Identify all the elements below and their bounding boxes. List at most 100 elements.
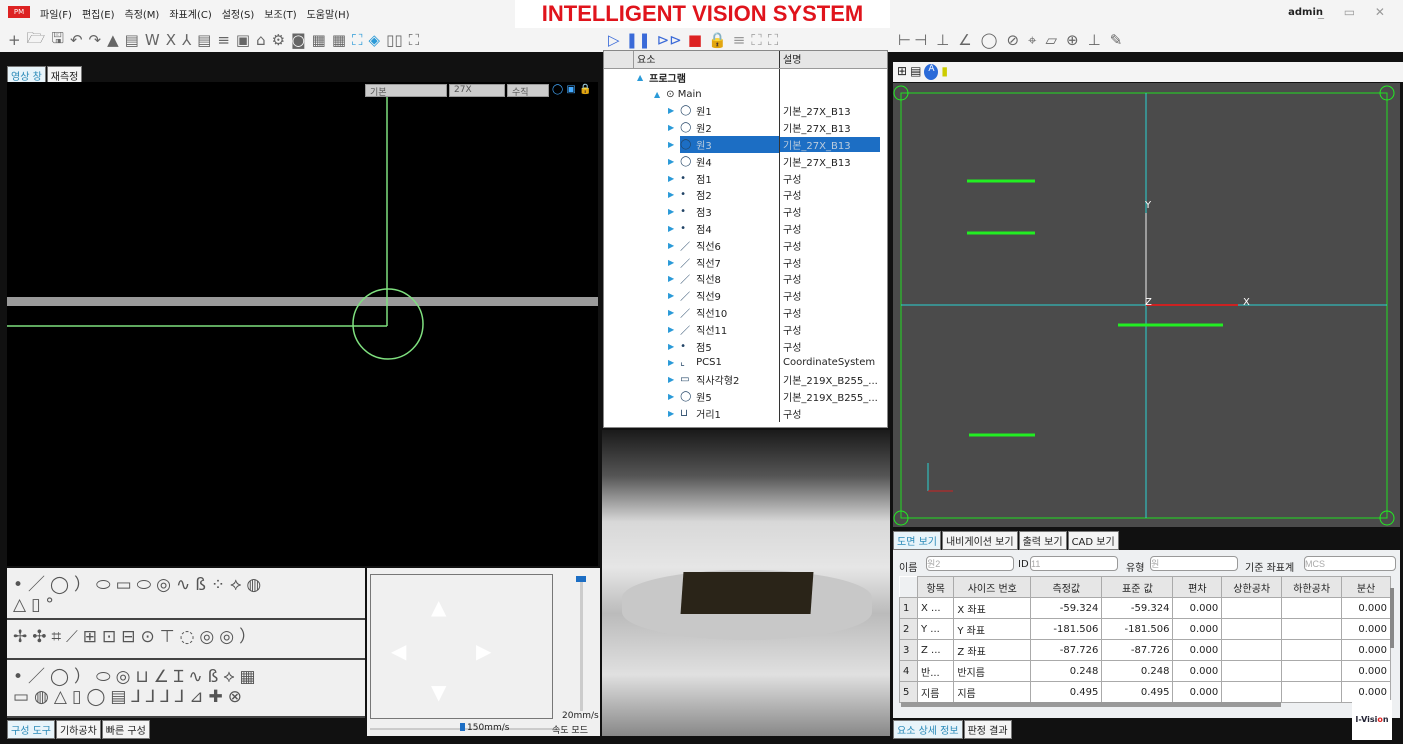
tab-remeasure[interactable]: 재측정 (46, 66, 83, 85)
feature-palette[interactable]: •／◯）⬭◎⊔∠Ɪ∿ß⟡▦ ▭◍△▯◯▤⅃⅃⅃⅃⊿✚⊗ (7, 660, 365, 718)
lock-icon[interactable]: 🔒 (708, 31, 727, 49)
tab-judgement-result[interactable]: 판정 결과 (963, 720, 1012, 739)
tree-item[interactable]: ▶ ／ 직선6 구성 (604, 236, 887, 254)
camera-icon[interactable]: ◙ (291, 31, 306, 49)
crosshair-icon[interactable]: ◈ (368, 31, 381, 49)
tree-main[interactable]: ▲ ⊙ Main (604, 85, 887, 103)
tree-item[interactable]: ▶ ／ 직선11 구성 (604, 320, 887, 338)
column-header[interactable]: 항목 (916, 576, 955, 598)
position-icon[interactable]: ⊕ (1066, 31, 1082, 49)
circle-dim-icon[interactable]: ◯ (980, 31, 1001, 49)
add-icon[interactable]: + (8, 31, 21, 49)
tree-item[interactable]: ▶ ／ 직선9 구성 (604, 287, 887, 305)
xy-speed-slider[interactable] (370, 723, 553, 731)
construct-palette[interactable]: ✢✣⌗⟋⊞⊡⊟⊙⊤◌◎◎） (7, 620, 365, 660)
stop-icon[interactable]: ■ (687, 31, 703, 49)
perpendicular-icon[interactable]: ⊥ (1087, 31, 1104, 49)
main-toolbar[interactable]: + 🗁 🖫 ↶ ↷ ▲ ▤ W X ⅄ ▤ ≡ ▣ ⌂ ⚙ ◙ ▦ ▦ ⛶ ◈ ▯▯ ⛶ (0, 28, 600, 52)
tree-item[interactable]: ▶ • 점4 구성 (604, 220, 887, 237)
speed-mode[interactable]: 속도 모드 (552, 726, 588, 736)
menu-edit[interactable]: 편집(E) (81, 10, 115, 21)
column-header[interactable]: 측정값 (1030, 576, 1103, 598)
camera-view[interactable] (7, 82, 598, 566)
focus-icon[interactable]: ⛶ (352, 31, 363, 49)
menu-coord[interactable]: 좌표계(C) (169, 10, 212, 21)
orientation-select[interactable]: 수직 (507, 84, 549, 98)
flatness-icon[interactable]: ▱ (1045, 31, 1061, 49)
z-speed-slider[interactable] (576, 576, 586, 711)
view-icon[interactable]: ⊞ (897, 64, 908, 78)
tree-item[interactable]: ▶ ▭ 직사각형2 기본_219X_B255_... (604, 371, 887, 389)
open-icon[interactable]: 🗁 (26, 28, 46, 47)
column-header[interactable]: 편차 (1172, 576, 1223, 598)
menu-settings[interactable]: 설정(S) (221, 10, 255, 21)
type-field[interactable] (1150, 556, 1238, 571)
tree-item[interactable]: ▶ ◯ 원3 기본_27X_B13 (604, 136, 887, 153)
save-icon[interactable]: 🖫 (51, 28, 64, 47)
word-icon[interactable]: W (144, 31, 160, 49)
jog-right-icon[interactable]: ▶ (476, 639, 492, 663)
cad-toolbar[interactable]: ⊢⊣ ⊥ ∠ ◯ ⊘ ⌖ ▱ ⊕ ⊥ ✎ (890, 28, 1403, 52)
gdt-icon[interactable]: ⌖ (1028, 31, 1040, 49)
column-header[interactable]: 사이즈 번호 (953, 576, 1032, 598)
tab-quick-construct[interactable]: 빠른 구성 (101, 720, 150, 739)
gear-icon[interactable]: ⚙ (271, 31, 286, 49)
tree-item[interactable]: ▶ ／ 직선8 구성 (604, 270, 887, 288)
dimension-icon[interactable]: ⊢⊣ (898, 31, 931, 49)
tree-item[interactable]: ▶ • 점3 구성 (604, 203, 887, 221)
tree-item[interactable]: ▶ ／ 직선7 구성 (604, 253, 887, 271)
menu-file[interactable]: 파일(F) (40, 10, 72, 21)
tree-item[interactable]: ▶ • 점5 구성 (604, 337, 887, 355)
redo-icon[interactable]: ↷ (88, 31, 102, 49)
cad-view[interactable]: X Y Z (893, 83, 1400, 527)
pause-icon[interactable]: ❚❚ (625, 31, 651, 49)
table-row[interactable]: 4 반... 반지름 0.248 0.248 0.000 0.000 (899, 660, 1391, 682)
list-icon[interactable]: ≡ (217, 31, 230, 49)
play-icon[interactable]: ▷ (608, 31, 620, 49)
tab-cad-view[interactable]: CAD 보기 (1067, 531, 1119, 550)
layer-icon[interactable]: ▤ (910, 64, 922, 78)
file-icon[interactable]: ▤ (124, 31, 139, 49)
mode-select[interactable]: 기본 (365, 84, 447, 98)
column-header[interactable]: 분산 (1341, 576, 1391, 598)
light-icon[interactable]: ◯ ▣ 🔒 (552, 84, 592, 95)
tree-item[interactable]: ▶ ⊔ 거리1 구성 (604, 404, 887, 422)
tree-item[interactable]: ▶ • 점1 구성 (604, 169, 887, 187)
table-hscrollbar[interactable] (901, 702, 1281, 707)
chart-icon[interactable]: ▲ (107, 31, 119, 49)
jog-up-icon[interactable]: ▲ (431, 595, 447, 619)
id-field[interactable] (1030, 556, 1118, 571)
cad-subtoolbar[interactable]: ⊞ ▤ A ▮ (893, 62, 1403, 82)
tree-root[interactable]: ▲ 프로그램 (604, 69, 887, 86)
collapse-icon[interactable]: ⛶ (767, 31, 779, 49)
tab-navigation-view[interactable]: 내비게이션 보기 (941, 531, 1018, 550)
export-icon[interactable]: ▤ (197, 31, 212, 49)
frame-icon[interactable]: ⛶ (408, 31, 420, 49)
tree-item[interactable]: ▶ ◯ 원1 기본_27X_B13 (604, 102, 887, 120)
table-row[interactable]: 5 지름 지름 0.495 0.495 0.000 0.000 (899, 681, 1391, 703)
vertical-dim-icon[interactable]: ⊥ (936, 31, 953, 49)
tree-item[interactable]: ▶ ◯ 원4 기본_27X_B13 (604, 152, 887, 170)
grid-icon[interactable]: ▦ (331, 31, 347, 49)
jog-pad[interactable]: ▲ ◀ ▶ ▼ (370, 574, 553, 719)
expand-icon[interactable]: ⛶ (751, 31, 762, 49)
tab-output-view[interactable]: 출력 보기 (1018, 531, 1067, 550)
tab-drawing-view[interactable]: 도면 보기 (893, 531, 941, 550)
edit-icon[interactable]: ✎ (1109, 31, 1126, 49)
table-vscrollbar[interactable] (1390, 588, 1394, 648)
tree-item[interactable]: ▶ ／ 직선10 구성 (604, 304, 887, 321)
tree-item[interactable]: ▶ ◯ 원5 기본_219X_B255_... (604, 388, 887, 405)
fit-icon[interactable]: ▣ (235, 31, 251, 49)
ref-coord-field[interactable] (1304, 556, 1396, 571)
name-field[interactable] (926, 556, 1014, 571)
tree-item[interactable]: ▶ ◯ 원2 기본_27X_B13 (604, 119, 887, 137)
auto-icon[interactable]: A (924, 64, 939, 80)
angle-icon[interactable]: ∠ (958, 31, 975, 49)
menu-help[interactable]: 도움말(H) (306, 10, 350, 21)
jog-down-icon[interactable]: ▼ (431, 680, 447, 704)
jog-left-icon[interactable]: ◀ (391, 639, 407, 663)
measure-palette[interactable]: •／◯）⬭▭⬭◎∿ß⁘⟡◍ △▯° (7, 568, 365, 620)
tab-element-details[interactable]: 요소 상세 정보 (893, 720, 963, 739)
